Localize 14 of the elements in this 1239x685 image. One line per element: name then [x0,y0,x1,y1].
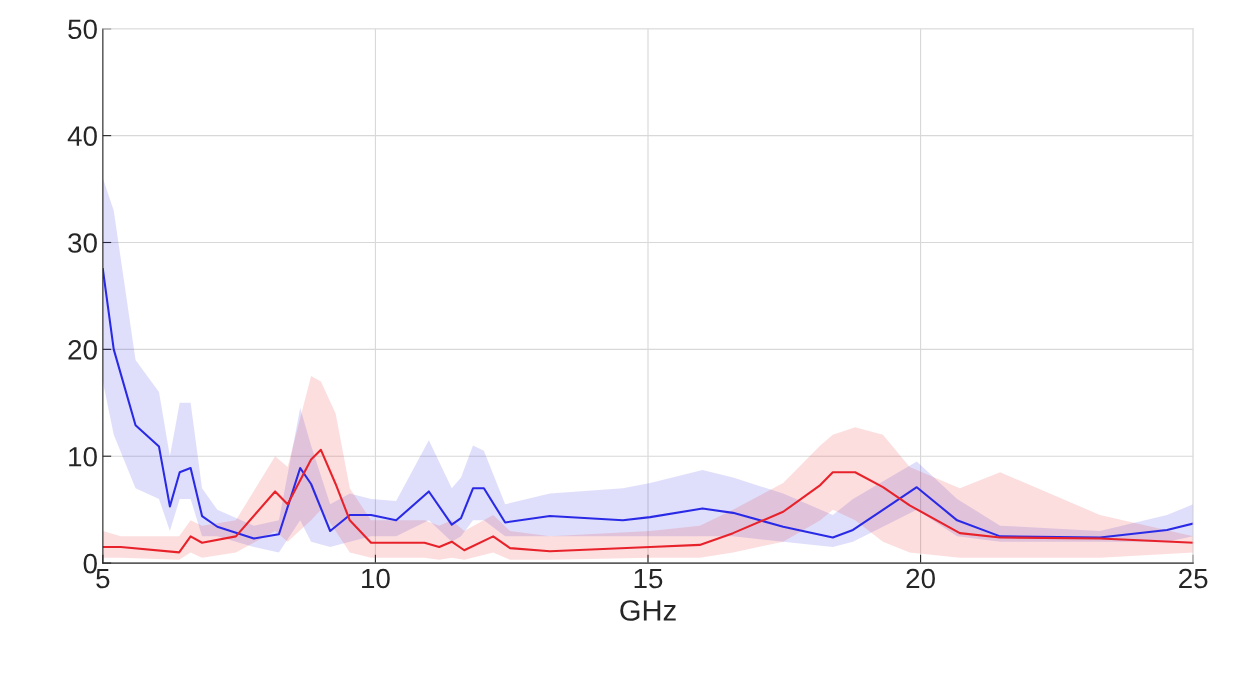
y-tick-label: 30 [68,233,97,253]
x-axis-title: GHz [620,600,676,621]
x-tick-label: 5 [96,568,110,589]
x-tick-label: 10 [362,568,390,589]
x-tick-label: 20 [906,568,935,589]
y-tick-label: 0 [83,553,97,574]
x-tick-label: 15 [634,568,663,589]
line-series [102,448,1194,554]
x-tick-label: 25 [1179,568,1208,589]
y-tick-label: 20 [68,340,97,360]
y-tick-label: 50 [68,19,97,40]
y-tick-label: 10 [69,446,97,467]
line-series [102,268,1194,540]
y-tick-label: 40 [67,126,97,146]
